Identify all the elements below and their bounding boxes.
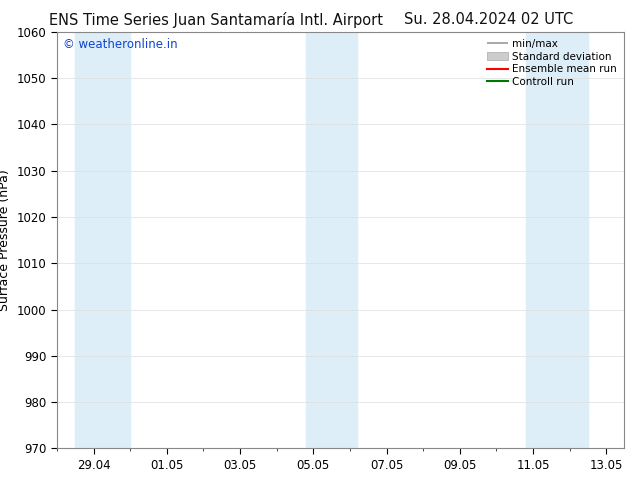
Bar <box>306 32 332 448</box>
Legend: min/max, Standard deviation, Ensemble mean run, Controll run: min/max, Standard deviation, Ensemble me… <box>486 37 619 89</box>
Text: Su. 28.04.2024 02 UTC: Su. 28.04.2024 02 UTC <box>404 12 573 27</box>
Text: ENS Time Series Juan Santamaría Intl. Airport: ENS Time Series Juan Santamaría Intl. Ai… <box>49 12 382 28</box>
Bar <box>75 32 130 448</box>
Text: © weatheronline.in: © weatheronline.in <box>63 38 178 51</box>
Bar <box>332 32 357 448</box>
Bar <box>526 32 588 448</box>
Y-axis label: Surface Pressure (hPa): Surface Pressure (hPa) <box>0 169 11 311</box>
